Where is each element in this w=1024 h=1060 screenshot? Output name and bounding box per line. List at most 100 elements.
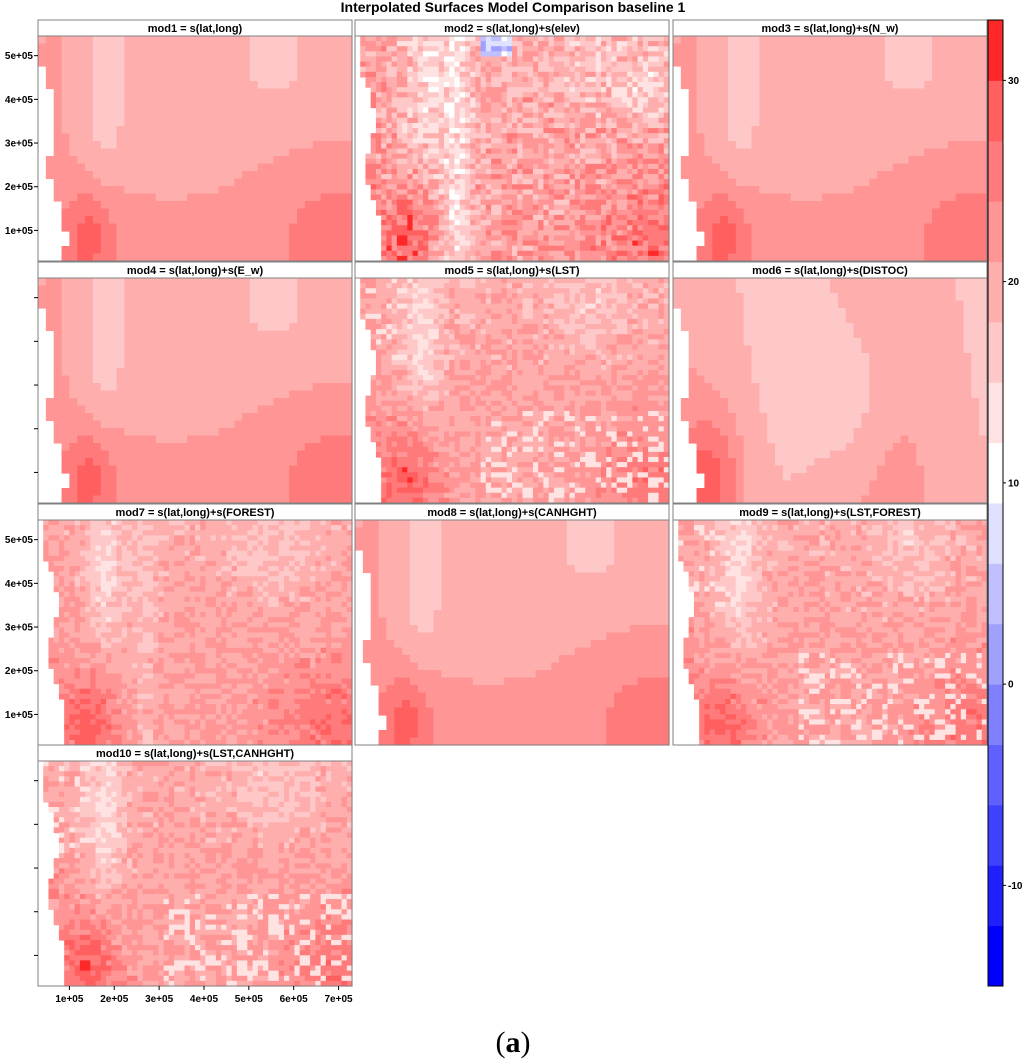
raster-cell: [527, 138, 534, 144]
raster-cell: [621, 220, 628, 226]
raster-cell: [297, 156, 306, 165]
raster-cell: [501, 174, 508, 180]
raster-cell: [423, 56, 429, 63]
raster-cell: [712, 73, 721, 82]
raster-cell: [210, 186, 220, 195]
raster-cell: [344, 238, 353, 247]
raster-cell: [595, 158, 602, 165]
raster-cell: [798, 193, 808, 202]
raster-cell: [559, 128, 565, 134]
raster-cell: [386, 102, 393, 109]
raster-cell: [767, 201, 776, 210]
raster-cell: [590, 158, 597, 165]
raster-cell: [187, 81, 196, 90]
raster-cell: [210, 171, 220, 180]
raster-cell: [971, 118, 980, 127]
raster-cell: [559, 41, 565, 47]
raster-cell: [574, 174, 581, 180]
raster-cell: [475, 117, 482, 124]
raster-cell: [428, 36, 435, 42]
raster-cell: [924, 103, 933, 112]
raster-cell: [527, 235, 534, 242]
raster-cell: [559, 214, 565, 221]
raster-cell: [621, 179, 628, 185]
raster-cell: [53, 126, 63, 135]
raster-cell: [171, 88, 180, 97]
raster-cell: [506, 82, 513, 88]
raster-cell: [971, 238, 980, 247]
raster-cell: [171, 178, 180, 187]
raster-cell: [600, 153, 607, 160]
raster-cell: [124, 103, 133, 112]
raster-cell: [501, 204, 508, 211]
raster-cell: [775, 81, 784, 90]
raster-cell: [428, 189, 435, 196]
raster-cell: [480, 143, 487, 150]
raster-cell: [402, 128, 408, 134]
raster-cell: [621, 128, 628, 134]
raster-cell: [955, 178, 965, 187]
raster-cell: [202, 208, 212, 217]
raster-cell: [845, 171, 855, 180]
raster-cell: [163, 201, 173, 210]
raster-cell: [574, 240, 581, 247]
raster-cell: [179, 193, 188, 202]
raster-cell: [653, 128, 660, 134]
raster-cell: [402, 122, 408, 129]
raster-cell: [553, 225, 560, 231]
raster-cell: [627, 133, 633, 139]
raster-cell: [344, 300, 353, 309]
raster-cell: [132, 201, 141, 210]
raster-cell: [658, 199, 665, 206]
raster-cell: [727, 126, 737, 135]
raster-cell: [621, 235, 628, 242]
raster-cell: [775, 111, 784, 120]
raster-cell: [564, 143, 571, 150]
raster-cell: [69, 43, 78, 52]
raster-cell: [712, 156, 721, 165]
raster-cell: [632, 204, 639, 211]
raster-cell: [234, 118, 243, 127]
raster-cell: [822, 148, 831, 157]
raster-cell: [496, 179, 503, 185]
raster-cell: [336, 238, 345, 247]
raster-cell: [606, 61, 613, 68]
raster-cell: [574, 117, 581, 124]
raster-cell: [475, 179, 482, 185]
raster-cell: [506, 97, 513, 104]
raster-cell: [273, 193, 282, 202]
raster-cell: [265, 253, 275, 262]
raster-cell: [459, 46, 466, 52]
raster-cell: [344, 285, 353, 294]
raster-cell: [543, 128, 550, 134]
raster-cell: [963, 171, 972, 180]
raster-cell: [884, 103, 894, 112]
raster-cell: [265, 163, 275, 172]
raster-cell: [438, 179, 445, 185]
raster-cell: [304, 58, 314, 67]
raster-cell: [517, 194, 524, 201]
raster-cell: [569, 82, 576, 88]
raster-cell: [735, 156, 745, 165]
raster-cell: [69, 163, 78, 172]
raster-cell: [202, 126, 212, 135]
raster-cell: [402, 255, 408, 262]
raster-cell: [423, 235, 429, 242]
raster-cell: [939, 118, 949, 127]
raster-cell: [663, 194, 670, 201]
raster-cell: [443, 240, 450, 247]
raster-cell: [600, 128, 607, 134]
raster-cell: [548, 112, 555, 119]
raster-cell: [790, 51, 800, 60]
raster-cell: [869, 148, 878, 157]
raster-cell: [877, 58, 886, 67]
raster-cell: [548, 107, 555, 114]
raster-cell: [480, 87, 487, 93]
raster-cell: [979, 126, 988, 135]
raster-cell: [423, 168, 429, 175]
raster-cell: [412, 97, 419, 104]
raster-cell: [449, 56, 456, 63]
raster-cell: [658, 179, 665, 185]
raster-cell: [517, 225, 524, 231]
raster-cell: [814, 73, 823, 82]
